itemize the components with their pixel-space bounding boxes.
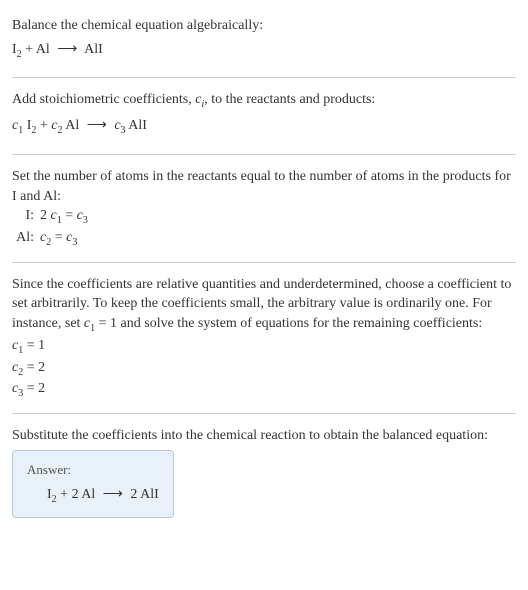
section3-title: Set the number of atoms in the reactants… bbox=[12, 167, 516, 206]
section5-title: Substitute the coefficients into the che… bbox=[12, 426, 516, 446]
divider bbox=[12, 154, 516, 155]
divider bbox=[12, 413, 516, 414]
atom-row-Al: Al: c2 = c3 bbox=[16, 228, 516, 250]
coefficient-solutions: c1 = 1 c2 = 2 c3 = 2 bbox=[12, 336, 516, 401]
section1-title: Balance the chemical equation algebraica… bbox=[12, 16, 516, 36]
section-atom-balance: Set the number of atoms in the reactants… bbox=[12, 159, 516, 258]
answer-label: Answer: bbox=[27, 461, 159, 479]
section-solve: Since the coefficients are relative quan… bbox=[12, 267, 516, 409]
product-1: AlI bbox=[84, 42, 103, 57]
section1-equation: I2 + Al ⟶ AlI bbox=[12, 36, 516, 66]
coeff-line-1: c1 = 1 bbox=[12, 336, 516, 358]
answer-box: Answer: I2 + 2 Al ⟶ 2 AlI bbox=[12, 450, 174, 518]
arrow: ⟶ bbox=[53, 40, 81, 60]
section-stoichiometric: Add stoichiometric coefficients, ci, to … bbox=[12, 82, 516, 150]
section-balance-intro: Balance the chemical equation algebraica… bbox=[12, 8, 516, 73]
atom-row-I: I: 2 c1 = c3 bbox=[16, 206, 516, 228]
section2-equation: c1 I2 + c2 Al ⟶ c3 AlI bbox=[12, 112, 516, 142]
divider bbox=[12, 77, 516, 78]
coeff-line-3: c3 = 2 bbox=[12, 379, 516, 401]
coeff-line-2: c2 = 2 bbox=[12, 358, 516, 380]
section4-text: Since the coefficients are relative quan… bbox=[12, 275, 516, 336]
plus: + bbox=[22, 42, 36, 57]
atom-equations: I: 2 c1 = c3 Al: c2 = c3 bbox=[12, 206, 516, 250]
section-substitute: Substitute the coefficients into the che… bbox=[12, 418, 516, 526]
section2-title: Add stoichiometric coefficients, ci, to … bbox=[12, 90, 516, 112]
reactant-2: Al bbox=[36, 42, 50, 57]
divider bbox=[12, 262, 516, 263]
answer-equation: I2 + 2 Al ⟶ 2 AlI bbox=[27, 485, 159, 507]
